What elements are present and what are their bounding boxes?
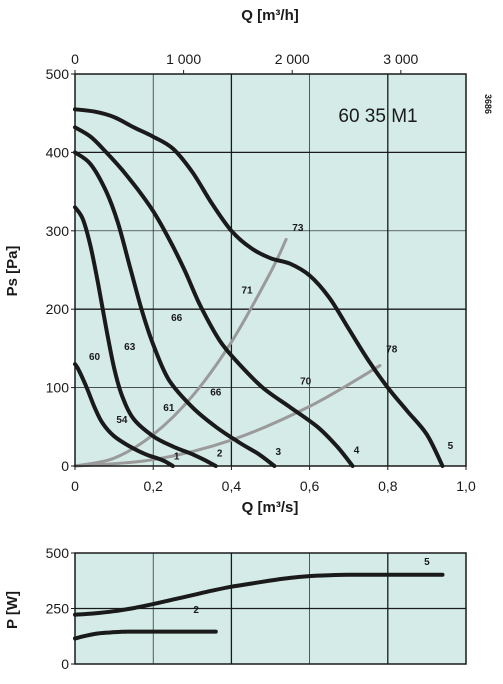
power-y-tick-label: 0 <box>61 656 69 672</box>
x2-tick-label: 2 000 <box>275 51 310 67</box>
x-tick-label: 0,8 <box>378 478 398 494</box>
x2-tick-label: 1 000 <box>166 51 201 67</box>
chart-title: 60 35 M1 <box>338 106 417 127</box>
main-plot-frame <box>74 73 467 467</box>
curve-annotation: 5 <box>448 441 454 452</box>
power-y-axis-label: P [W] <box>4 591 21 629</box>
pressure-curves <box>73 107 445 468</box>
power-annotations: 52 <box>193 557 430 616</box>
curve-annotation: 60 <box>89 352 101 363</box>
curve-annotation: 66 <box>171 313 183 324</box>
y-axis-label: Ps [Pa] <box>4 246 21 297</box>
curve-annotations: 60 63 54 61 66 66 71 70 73 78 1 2 3 4 5 <box>89 223 454 463</box>
x2-tick-label: 3 000 <box>383 51 418 67</box>
y-tick-label: 500 <box>46 66 70 82</box>
y-tick-label: 400 <box>46 144 70 160</box>
x-axis-label: Q [m³/s] <box>242 499 299 516</box>
curve-annotation: 61 <box>163 403 175 414</box>
curve-annotation: 71 <box>241 286 253 297</box>
pressure-curve-3 <box>73 150 277 468</box>
pressure-curve-5 <box>73 107 445 468</box>
power-y-tick-label: 500 <box>46 545 70 561</box>
curve-annotation: 2 <box>217 449 223 460</box>
main-chart: 0 100 200 300 400 500 0 0,2 0,4 0,6 0,8 1,0 0 1 000… <box>4 7 493 516</box>
x-tick-label: 0 <box>71 478 79 494</box>
pressure-curve-4 <box>73 125 355 468</box>
power-curves <box>73 572 445 641</box>
curve-annotation: 66 <box>210 387 222 398</box>
power-y-tick-labels: 0 250 500 <box>46 545 75 672</box>
power-annotation: 5 <box>424 557 430 568</box>
curve-annotation: 63 <box>124 342 136 353</box>
y-tick-label: 0 <box>61 458 69 474</box>
power-y-tick-label: 250 <box>46 601 70 617</box>
chart-code: 3686 <box>483 94 493 114</box>
curve-annotation: 54 <box>116 415 128 426</box>
system-curve <box>73 237 288 468</box>
main-grid <box>75 74 466 466</box>
x2-tick-label: 0 <box>71 51 79 67</box>
y-tick-label: 200 <box>46 301 70 317</box>
curve-annotation: 3 <box>276 447 282 458</box>
x-tick-labels: 0 0,2 0,4 0,6 0,8 1,0 <box>71 466 476 494</box>
curve-annotation: 4 <box>354 445 360 456</box>
y-tick-labels: 0 100 200 300 400 500 <box>46 66 75 474</box>
curve-annotation: 73 <box>292 223 304 234</box>
x2-tick-labels: 0 1 000 2 000 3 000 <box>71 51 419 74</box>
system-curves <box>73 237 382 468</box>
power-annotation: 2 <box>193 605 199 616</box>
pressure-curve-2 <box>73 205 218 468</box>
x-tick-label: 0,4 <box>222 478 242 494</box>
x-tick-label: 0,2 <box>143 478 163 494</box>
x-tick-label: 0,6 <box>300 478 320 494</box>
x2-axis-label: Q [m³/h] <box>241 7 299 24</box>
curve-annotation: 78 <box>386 344 398 355</box>
curve-annotation: 70 <box>300 376 312 387</box>
power-curve-2 <box>73 629 218 641</box>
system-curve <box>73 364 382 468</box>
y-tick-label: 300 <box>46 223 70 239</box>
curve-annotation: 1 <box>174 452 180 463</box>
y-tick-label: 100 <box>46 380 70 396</box>
power-curve-5 <box>73 572 445 617</box>
pressure-curve-1 <box>73 362 175 468</box>
x-tick-label: 1,0 <box>456 478 476 494</box>
